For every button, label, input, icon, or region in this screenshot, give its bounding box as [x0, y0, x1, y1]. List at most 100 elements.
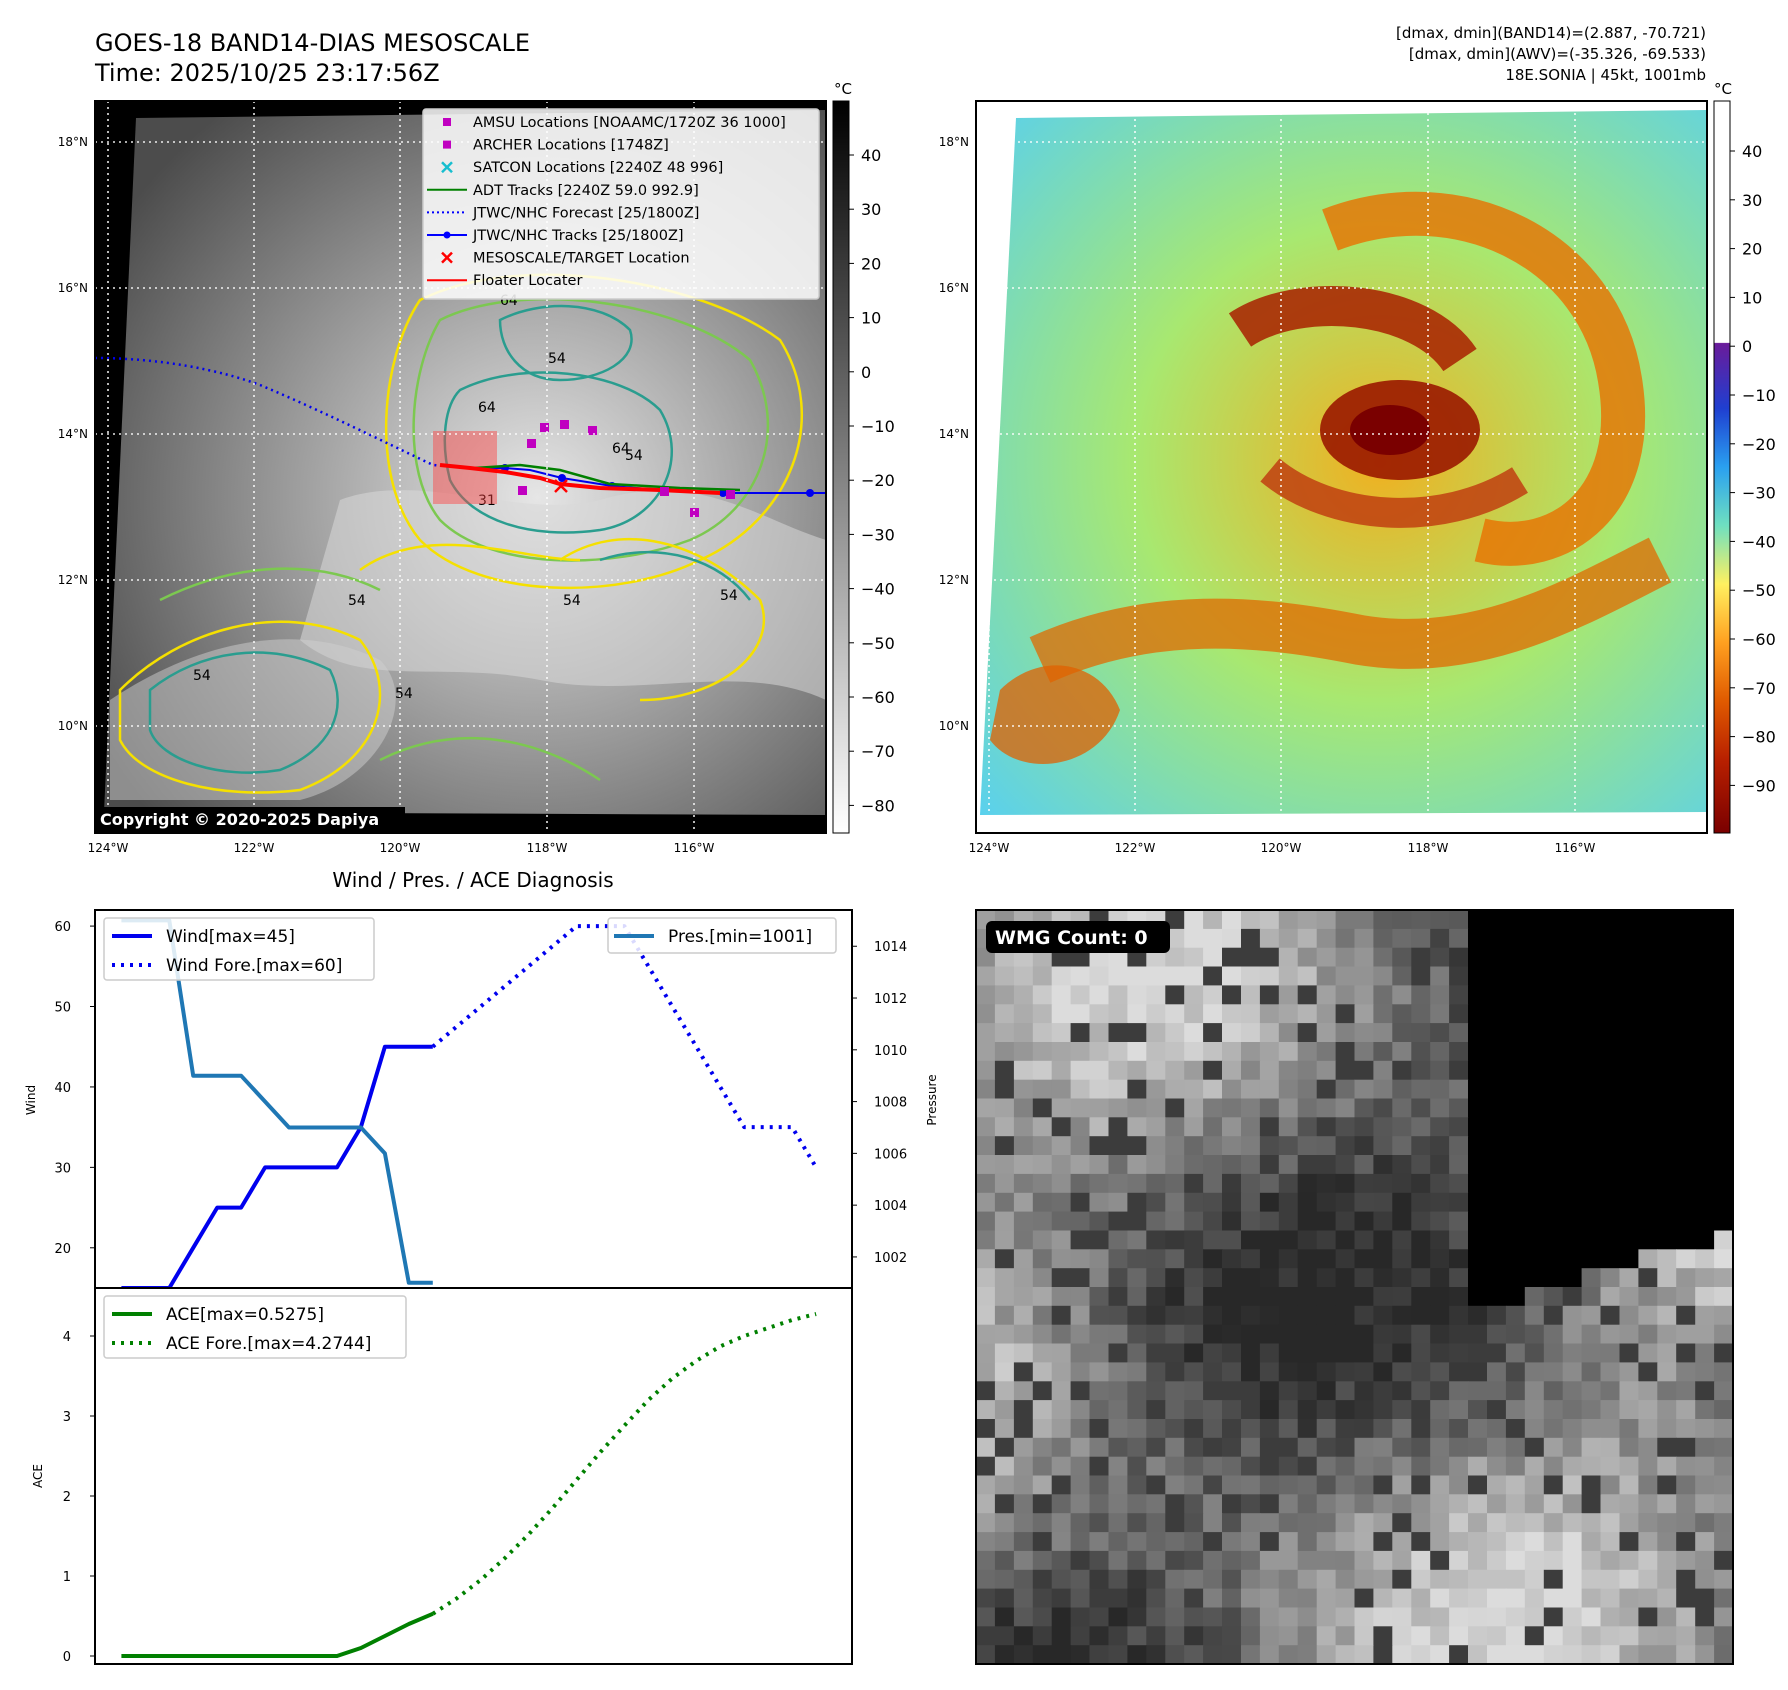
ir-lat-labels: 18°N 16°N 14°N 12°N 10°N	[58, 135, 88, 733]
contour-label: 31	[478, 493, 496, 509]
lat-label: 16°N	[58, 281, 88, 295]
colorbar-tick: 40	[861, 146, 881, 165]
forecast-track	[95, 356, 471, 470]
pressure-tick: 1006	[874, 1147, 907, 1162]
ace-tick: 1	[63, 1570, 71, 1585]
stats-line-2: [dmax, dmin](AWV)=(-35.326, -69.533)	[1409, 45, 1706, 63]
wind-tick: 20	[54, 1242, 71, 1257]
colorbar-tick: 0	[861, 363, 871, 382]
lat-label: 18°N	[939, 135, 969, 149]
colorbar-tick: −60	[861, 688, 895, 707]
lon-label: 116°W	[1555, 841, 1596, 855]
wind-tick: 40	[54, 1081, 71, 1096]
pressure-legend: Pres.[min=1001]	[607, 917, 837, 954]
pressure-tick: 1004	[874, 1199, 907, 1214]
colorbar-tick: 30	[861, 200, 881, 219]
colorbar-tick: 40	[1742, 142, 1762, 161]
ir-colorbar: °C 40 30 20 10 0 −10 −20 −30 −40 −50 −60 −70 −80	[832, 80, 895, 834]
legend-entry: ADT Tracks [2240Z 59.0 992.9]	[427, 183, 699, 199]
colorbar-tick: 10	[1742, 288, 1762, 307]
copyright-bg	[95, 807, 405, 831]
colorbar-tick: −20	[861, 471, 895, 490]
ir-panel: 64 54 54 64 64 54 54 54 54 54 31	[94, 100, 827, 834]
lon-label: 118°W	[1408, 841, 1449, 855]
legend-wind-fore: Wind Fore.[max=60]	[166, 956, 342, 976]
adt-track	[474, 463, 741, 492]
contour-label: 54	[193, 668, 211, 684]
contour-label: 54	[625, 448, 643, 464]
legend-entry: JTWC/NHC Tracks [25/1800Z]	[427, 228, 684, 244]
legend-pressure: Pres.[min=1001]	[668, 927, 812, 947]
pressure-tick: 1008	[874, 1096, 907, 1111]
colorbar-tick: −80	[861, 796, 895, 815]
figure-time: Time: 2025/10/25 23:17:56Z	[94, 59, 440, 87]
legend-label: SATCON Locations [2240Z 48 996]	[473, 160, 723, 176]
lon-label: 120°W	[380, 841, 421, 855]
stats-line-3: 18E.SONIA | 45kt, 1001mb	[1505, 66, 1706, 84]
lon-label: 122°W	[234, 841, 275, 855]
colorbar-tick: −30	[1742, 484, 1776, 503]
colorbar-tick: −50	[1742, 581, 1776, 600]
wind-tick: 60	[54, 920, 71, 935]
wind-tick: 30	[54, 1161, 71, 1176]
contour-label: 64	[478, 400, 496, 416]
pressure-tick: 1012	[874, 992, 907, 1007]
lon-label: 122°W	[1115, 841, 1156, 855]
colorbar-tick: 0	[1742, 337, 1752, 356]
lon-label: 124°W	[969, 841, 1010, 855]
ir-lon-labels: 124°W 122°W 120°W 118°W 116°W	[88, 841, 715, 855]
lat-label: 12°N	[939, 573, 969, 587]
colorbar-tick: −80	[1742, 728, 1776, 747]
legend-ace-fore: ACE Fore.[max=4.2744]	[166, 1334, 371, 1354]
colorbar-tick: −40	[861, 580, 895, 599]
lon-label: 124°W	[88, 841, 129, 855]
colorbar-tick: −90	[1742, 776, 1776, 795]
ace-legend: ACE[max=0.5275] ACE Fore.[max=4.2744]	[103, 1295, 407, 1359]
ace-tick: 2	[63, 1490, 71, 1505]
contour-label: 54	[548, 351, 566, 367]
legend-ace: ACE[max=0.5275]	[166, 1305, 324, 1325]
floater-track	[439, 463, 721, 495]
diag-title: Wind / Pres. / ACE Diagnosis	[332, 868, 613, 892]
lat-label: 10°N	[58, 719, 88, 733]
contour-label: 64	[612, 441, 630, 457]
legend-entry: JTWC/NHC Forecast [25/1800Z]	[427, 205, 699, 221]
dias-colorbar-unit: °C	[1714, 80, 1732, 98]
ir-legend: AMSU Locations [NOAAMC/1720Z 36 1000] ARC…	[422, 108, 820, 300]
legend-label: ADT Tracks [2240Z 59.0 992.9]	[473, 183, 699, 199]
figure-title: GOES-18 BAND14-DIAS MESOSCALE	[95, 29, 530, 57]
colorbar-tick: −70	[861, 742, 895, 761]
lat-label: 10°N	[939, 719, 969, 733]
legend-label: AMSU Locations [NOAAMC/1720Z 36 1000]	[473, 115, 786, 131]
contour-label: 54	[348, 593, 366, 609]
legend-entry: AMSU Locations [NOAAMC/1720Z 36 1000]	[443, 115, 786, 131]
lon-label: 120°W	[1261, 841, 1302, 855]
legend-entry: ARCHER Locations [1748Z]	[443, 138, 669, 154]
wind-axis-label: Wind	[24, 1085, 38, 1115]
wind-pressure-chart: Wind Pressure 20 30 40 50 60 1002 1004 1006 100…	[24, 909, 939, 1290]
colorbar-tick: 20	[1742, 240, 1762, 259]
pressure-tick: 1014	[874, 940, 907, 955]
legend-label: JTWC/NHC Tracks [25/1800Z]	[472, 228, 684, 244]
copyright-text: Copyright © 2020-2025 Dapiya	[100, 810, 379, 829]
colorbar-tick: −10	[1742, 386, 1776, 405]
lat-label: 18°N	[58, 135, 88, 149]
colorbar-tick: 10	[861, 309, 881, 328]
wmg-count-bg	[986, 921, 1170, 953]
ir-colorbar-unit: °C	[834, 80, 852, 98]
legend-wind: Wind[max=45]	[166, 927, 295, 947]
ace-tick: 3	[63, 1410, 71, 1425]
ace-series-line-0	[121, 1611, 434, 1658]
colorbar-tick: −70	[1742, 679, 1776, 698]
legend-label: Floater Locater	[473, 273, 582, 289]
legend-label: JTWC/NHC Forecast [25/1800Z]	[472, 205, 699, 221]
wmg-count: WMG Count: 0	[995, 927, 1148, 949]
wmg-panel: WMG Count: 0	[975, 909, 1734, 1665]
lat-label: 14°N	[939, 427, 969, 441]
colorbar-tick: 20	[861, 254, 881, 273]
series-line-0	[121, 1044, 433, 1290]
wind-tick: 50	[54, 1001, 71, 1016]
ace-axis-label: ACE	[31, 1464, 45, 1488]
stats-line-1: [dmax, dmin](BAND14)=(2.887, -70.721)	[1396, 24, 1706, 42]
